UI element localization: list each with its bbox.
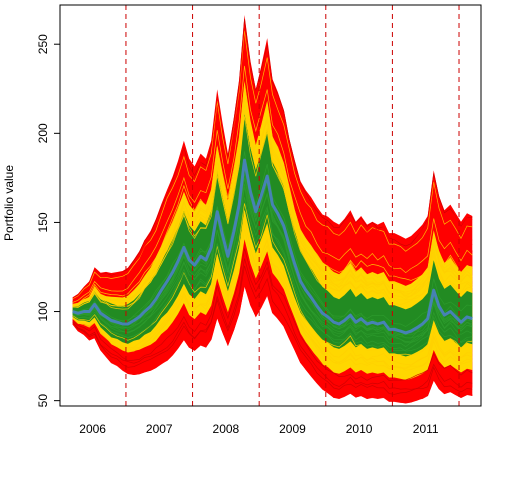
sample-path [72,265,473,395]
sample-path [72,57,473,303]
sample-path [72,65,473,303]
y-tick-label: 150 [36,212,50,232]
sample-path [72,89,473,306]
sample-path [72,280,473,400]
sample-path [72,83,473,305]
sample-path [72,183,473,348]
y-axis-label: Portfolio value [2,165,16,241]
sample-path [72,186,473,352]
sample-path [72,210,473,366]
x-year-label: 2007 [146,422,173,436]
sample-path [72,197,473,352]
sample-path [72,203,473,356]
sample-path [72,248,473,381]
x-year-label: 2010 [346,422,373,436]
sample-path [72,173,473,342]
sample-path [72,98,473,307]
median-line-group [72,158,473,335]
sample-path [72,168,473,339]
x-year-label: 2009 [279,422,306,436]
sample-path [72,247,473,385]
sample-path [72,285,473,404]
plot-frame [59,4,482,407]
sample-path [72,258,473,390]
sample-path [72,26,473,299]
sample-path [72,111,473,308]
y-tick-label: 100 [36,301,50,321]
x-year-label: 2008 [213,422,240,436]
x-year-label: 2011 [413,422,439,436]
sample-path [72,104,473,307]
axes-group: 50 100 150 200 250 2006 2007 2008 2009 2010 2011 [36,4,482,436]
sample-path [72,97,473,306]
y-tick-label: 50 [36,394,50,408]
median-line [72,158,473,335]
y-tick-label: 200 [36,123,50,143]
x-year-label: 2006 [79,422,106,436]
sample-path [72,30,473,300]
sample-path [72,18,473,299]
sample-path [72,177,473,344]
sample-path [72,229,473,370]
y-tick-label: 250 [36,34,50,54]
